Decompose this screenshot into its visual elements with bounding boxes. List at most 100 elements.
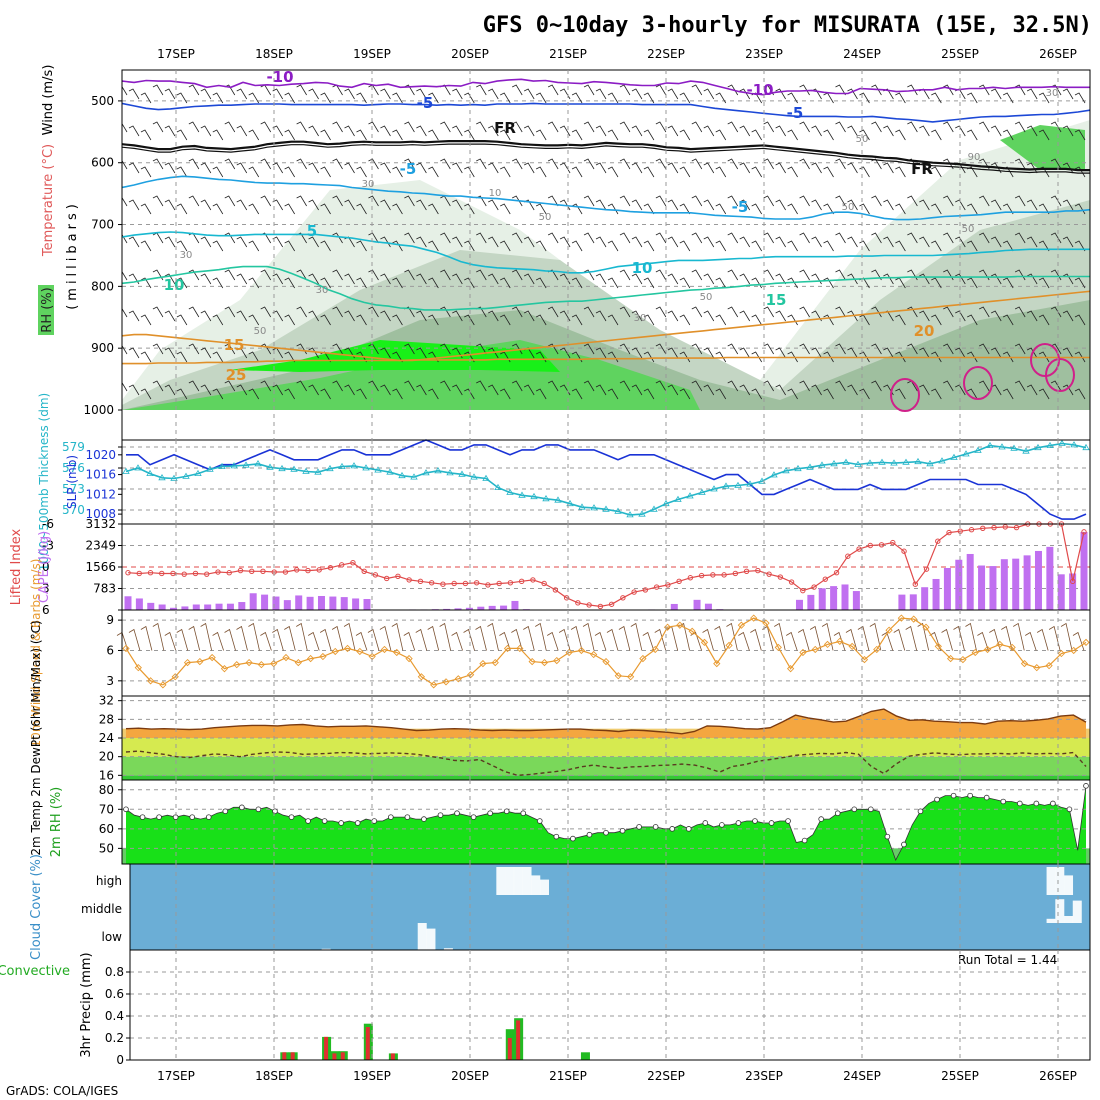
lifted-index-point: [406, 577, 412, 583]
wind-barb: [188, 380, 200, 392]
wind-barb-10m: [738, 631, 750, 651]
wind-barb: [595, 125, 607, 137]
slp-tick: 1020: [85, 448, 116, 462]
wind-barb: [727, 232, 739, 244]
wind-barb: [404, 121, 415, 133]
lifted-index-point: [597, 603, 604, 610]
wind-speed-point: [750, 614, 758, 622]
wind-barb: [368, 306, 379, 318]
panel-cape-li: 6 3 0 -3 -6 783 1566 2349 3132 Lifted Index CAPE…: [9, 517, 1091, 617]
rh-point: [321, 818, 328, 824]
wind-barb: [308, 384, 319, 396]
chart-title: GFS 0~10day 3-hourly for MISURATA (15E, …: [483, 13, 1092, 38]
wind-barb: [990, 162, 1002, 174]
thickness-marker: [806, 463, 814, 470]
wind-barb: [751, 351, 763, 363]
cape-bar: [1023, 555, 1031, 610]
wind-barb-10m: [260, 631, 272, 651]
temp-band: [122, 756, 1090, 776]
wind-barb: [763, 269, 774, 281]
wind-barb: [799, 232, 810, 244]
thickness-marker: [470, 473, 478, 480]
wind-speed-point: [799, 648, 807, 657]
wind-speed-point: [786, 665, 795, 673]
wind-barb: [883, 236, 894, 248]
temp-tick: 16: [99, 768, 114, 782]
wind-barb: [122, 270, 128, 281]
lifted-index-point: [530, 577, 536, 583]
wind-barb-10m: [869, 622, 882, 651]
wind-barb: [643, 277, 655, 289]
wind-barb: [571, 277, 583, 289]
thickness-marker: [674, 495, 682, 502]
wind-barb: [990, 199, 1002, 211]
wind-barb-10m: [379, 625, 392, 651]
lifted-index-point: [305, 567, 311, 574]
wind-barb: [595, 199, 607, 211]
wind-barb: [595, 310, 607, 322]
pressure-tick: 1000: [83, 403, 114, 417]
wind-barb: [703, 347, 715, 359]
lifted-index-point: [642, 587, 649, 593]
wind-barb: [464, 314, 475, 326]
wind-barb-10m: [1048, 625, 1061, 651]
wind-barb: [979, 121, 990, 133]
temp-tick: 32: [99, 694, 114, 708]
date-label-top: 25SEP: [941, 47, 979, 61]
lifted-index-point: [1081, 529, 1087, 535]
wind-barb: [248, 203, 260, 215]
isotherm-label: -5: [732, 198, 749, 216]
rh-point: [603, 829, 609, 836]
run-total-text: Run Total: [958, 953, 1013, 967]
wind-barb: [727, 306, 739, 318]
wind-barb: [919, 273, 930, 285]
wind-barb: [212, 277, 224, 289]
wind-barb: [919, 125, 930, 137]
wind-barb: [248, 277, 260, 289]
wind-barb: [1062, 88, 1074, 100]
wind-barb: [703, 88, 715, 100]
wind-barb: [356, 129, 367, 141]
lifted-index-point: [125, 570, 131, 576]
cape-bar: [818, 588, 826, 610]
wind-barb-10m: [821, 622, 834, 651]
thickness-marker: [590, 504, 598, 511]
thickness-marker: [374, 466, 382, 473]
rh-point: [338, 820, 344, 826]
wind-barb: [284, 314, 295, 326]
wind-barb: [404, 380, 415, 392]
wind-speed-point: [737, 621, 746, 629]
wind-barb-10m: [797, 628, 810, 651]
wind-barb: [583, 232, 595, 244]
wind-barb: [667, 88, 679, 100]
wind-barb: [428, 388, 439, 400]
wind-barb: [122, 196, 128, 207]
isotherm-label: 10: [164, 276, 185, 294]
wind-barb: [595, 162, 607, 174]
lifted-index-point: [260, 568, 266, 574]
wind-barb: [703, 199, 715, 211]
wind-barb-10m: [785, 631, 798, 651]
wind-barb-10m: [750, 628, 762, 651]
wind-barb: [1002, 129, 1014, 141]
wind-barb: [571, 129, 583, 141]
wind-barb: [452, 384, 463, 396]
wind-barb-10m: [642, 631, 655, 651]
rh-point: [354, 820, 361, 826]
wind-barb: [356, 92, 367, 104]
rh-point: [967, 792, 973, 799]
rh-contour-label: 10: [489, 188, 502, 199]
precip-tick: 0.6: [105, 987, 124, 1001]
wind-barb: [691, 343, 703, 355]
cloud-middle-bar: [1072, 900, 1082, 923]
wind-barb: [320, 277, 331, 289]
wind-barb: [380, 273, 391, 285]
wind-barb: [835, 84, 846, 96]
rh-point: [934, 796, 940, 803]
wind-barb: [152, 158, 164, 170]
thickness-marker: [482, 474, 490, 481]
wind-barb: [811, 199, 822, 211]
wind-barb: [308, 273, 319, 285]
wind-barb: [583, 121, 595, 133]
rh-point: [189, 814, 196, 820]
